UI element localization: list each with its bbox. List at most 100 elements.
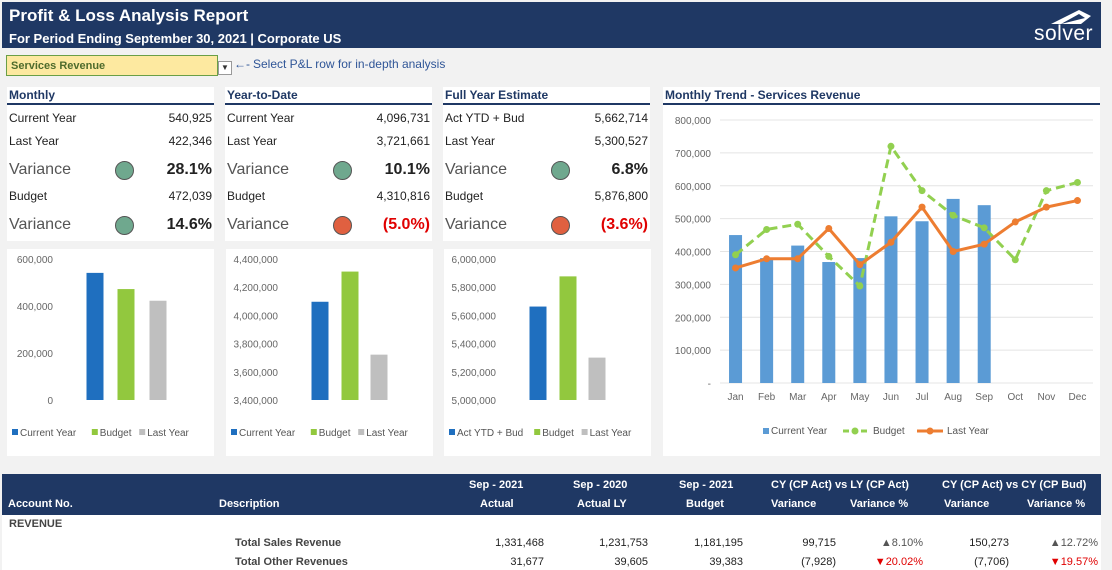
- kpi-label: Current Year: [227, 111, 295, 125]
- tick-label: 5,200,000: [452, 368, 497, 379]
- legend-swatch: [763, 428, 769, 434]
- series-line-last-year: [735, 199, 1078, 270]
- legend-label: Budget: [873, 426, 905, 437]
- arrow-down-icon: ▼: [1049, 556, 1061, 568]
- kpi-title: Full Year Estimate: [443, 87, 650, 105]
- bar-last-year: [370, 354, 388, 400]
- point: [763, 225, 771, 233]
- row-variance-pct: ▲8.10%: [880, 537, 923, 549]
- tick-label: 3,800,000: [234, 340, 279, 351]
- legend-swatch: [139, 429, 146, 435]
- status-indicator-icon: [333, 216, 352, 235]
- pl-row-selector[interactable]: Services Revenue: [6, 55, 218, 76]
- header-col3-bottom: Budget: [686, 498, 724, 510]
- header-col3-top: Sep - 2021: [679, 479, 734, 491]
- point: [732, 251, 740, 259]
- point: [1073, 197, 1081, 205]
- kpi-label: Act YTD + Bud: [445, 111, 525, 125]
- kpi-label: Last Year: [9, 134, 60, 148]
- bar-current-year: [86, 272, 104, 400]
- point: [763, 255, 771, 263]
- point: [794, 220, 802, 228]
- point: [856, 282, 864, 290]
- kpi-value: 3,721,661: [376, 134, 430, 148]
- legend-label: Budget: [319, 428, 351, 439]
- kpi-value: 5,662,714: [594, 111, 648, 125]
- tick-label: 5,600,000: [452, 311, 497, 322]
- kpi-label: Budget: [9, 189, 48, 203]
- kpi-full-year-estimate: Full Year Estimate Act YTD + Bud 5,662,714…: [443, 87, 650, 241]
- tick-label: 100,000: [675, 346, 712, 357]
- legend-label: Budget: [542, 428, 574, 439]
- tick-label: 700,000: [675, 149, 712, 160]
- section-revenue: REVENUE: [9, 518, 63, 530]
- monthly-trend-chart: Monthly Trend - Services Revenue - 100,00…: [663, 87, 1100, 456]
- point: [918, 203, 926, 211]
- kpi-variance-value: (3.6%): [600, 216, 648, 233]
- legend-swatch: [581, 429, 588, 435]
- report-subtitle: For Period Ending September 30, 2021 | C…: [9, 31, 342, 46]
- kpi-value: 4,096,731: [376, 111, 430, 125]
- kpi-year-to-date: Year-to-Date Current Year 4,096,731 Last Ye…: [225, 87, 432, 241]
- bar-jul: [915, 221, 929, 383]
- legend-label: Last Year: [947, 426, 989, 437]
- point: [887, 142, 895, 150]
- selector-hint: ←- Select P&L row for in-depth analysis: [234, 57, 446, 71]
- kpi-variance-label: Variance: [227, 161, 289, 178]
- row-variance-bud: 150,273: [969, 537, 1009, 549]
- row-description: Total Other Revenues: [235, 556, 348, 568]
- tick-label: 5,000,000: [452, 396, 497, 407]
- header-account: Account No.: [8, 498, 73, 510]
- tick-label: 500,000: [675, 215, 712, 226]
- bar-mar: [791, 245, 805, 383]
- legend-swatch: [310, 429, 317, 435]
- row-description: Total Sales Revenue: [235, 537, 342, 549]
- tick-label: Apr: [821, 392, 837, 403]
- header-group1: CY (CP Act) vs LY (CP Act): [771, 479, 909, 491]
- point: [1042, 187, 1050, 195]
- bar-act-ytd-bud: [529, 306, 547, 400]
- legend-label: Current Year: [239, 428, 296, 439]
- header-group1-variance-pct: Variance %: [850, 498, 909, 510]
- kpi-value: 540,925: [168, 111, 212, 125]
- kpi-variance-label: Variance: [445, 216, 507, 233]
- bar-jan: [729, 235, 743, 383]
- kpi-value: 422,346: [168, 134, 212, 148]
- point: [794, 255, 802, 263]
- full-year-chart: 5,000,000 5,200,000 5,400,000 5,600,000 5,80…: [444, 249, 651, 456]
- legend-marker: [926, 427, 934, 435]
- legend-swatch: [449, 429, 455, 435]
- point: [825, 252, 833, 260]
- arrow-down-icon: ▼: [874, 556, 886, 568]
- status-indicator-icon: [115, 216, 134, 235]
- logo-wordmark: solver: [1033, 22, 1093, 45]
- series-line-budget: [734, 144, 1078, 288]
- legend-label: Last Year: [147, 428, 189, 439]
- legend-label: Last Year: [590, 428, 632, 439]
- legend-label: Last Year: [366, 428, 408, 439]
- row-actual: 31,677: [510, 556, 544, 568]
- tick-label: Dec: [1069, 392, 1087, 403]
- bar-budget: [117, 289, 135, 400]
- kpi-variance-label: Variance: [9, 216, 71, 233]
- header-col1-top: Sep - 2021: [469, 479, 524, 491]
- status-indicator-icon: [333, 161, 352, 180]
- tick-label: 5,400,000: [452, 340, 497, 351]
- bar-sep: [977, 205, 991, 383]
- status-indicator-icon: [551, 161, 570, 180]
- tick-label: Jul: [916, 392, 929, 403]
- kpi-label: Budget: [445, 189, 484, 203]
- chevron-down-icon[interactable]: ▼: [218, 61, 232, 75]
- kpi-variance-label: Variance: [445, 161, 507, 178]
- row-budget: 1,181,195: [694, 537, 743, 549]
- legend-swatch: [91, 429, 98, 435]
- kpi-label: Budget: [227, 189, 266, 203]
- kpi-value: 5,300,527: [594, 134, 648, 148]
- solver-logo: solver: [1029, 8, 1093, 46]
- row-variance: 99,715: [802, 537, 836, 549]
- tick-label: 3,600,000: [234, 368, 279, 379]
- legend-swatch: [231, 429, 237, 435]
- point: [1011, 218, 1019, 226]
- row-actual-ly: 1,231,753: [599, 537, 648, 549]
- row-budget: 39,383: [709, 556, 743, 568]
